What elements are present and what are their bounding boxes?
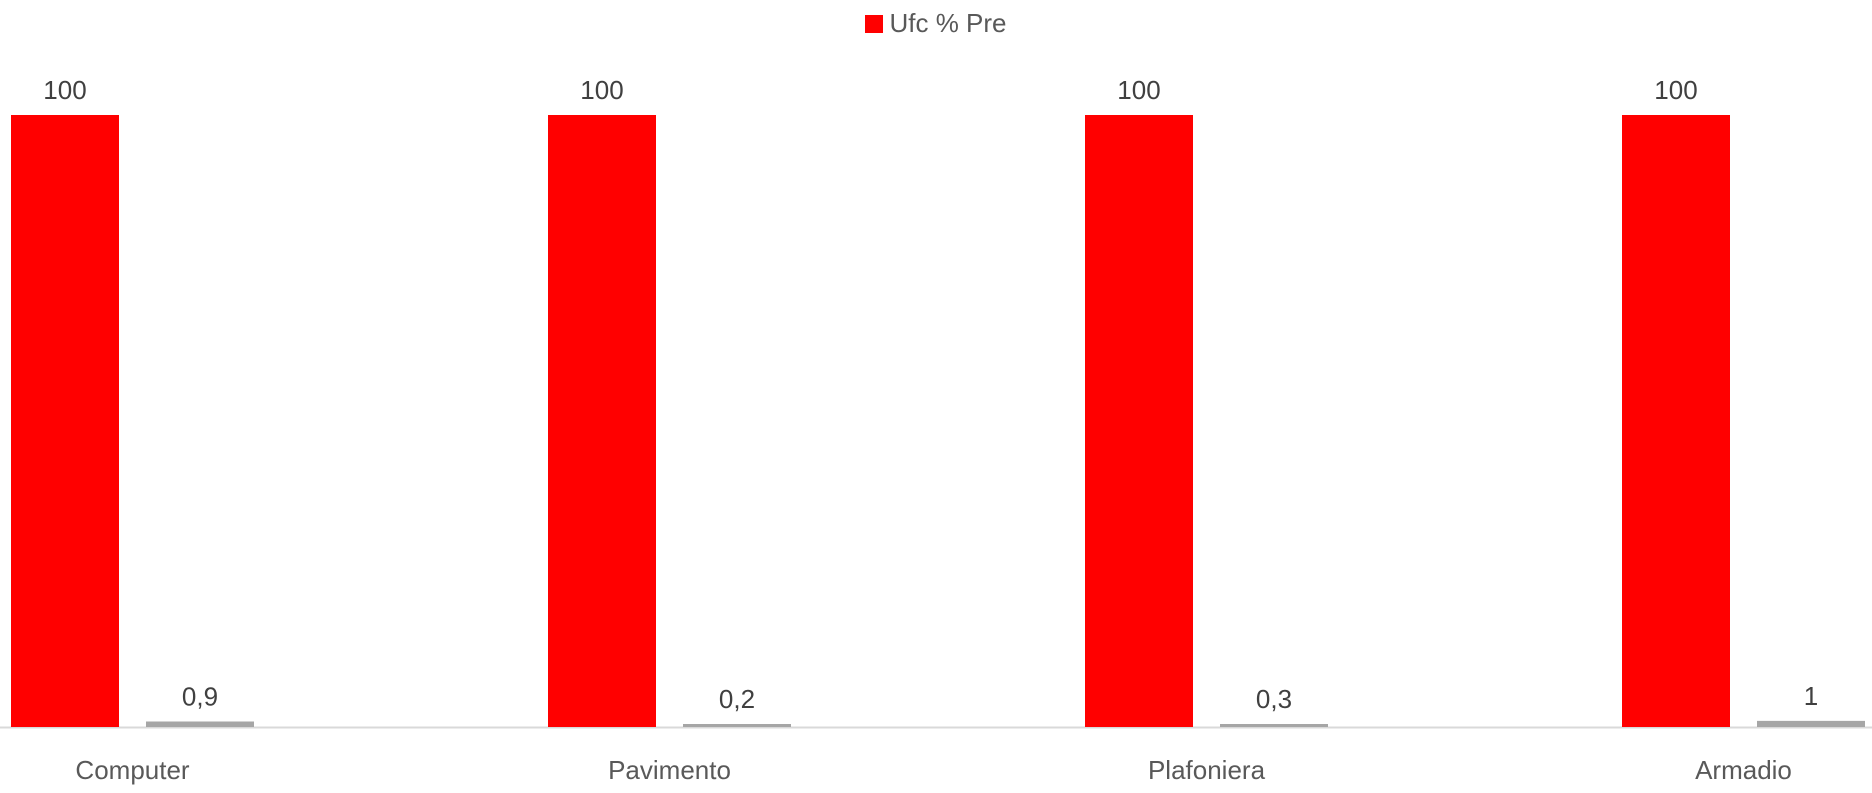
- data-label: 1: [1804, 681, 1818, 711]
- bar-computer-series-1: [11, 115, 119, 727]
- legend-swatch-red: [865, 14, 884, 33]
- data-label: 100: [1117, 75, 1160, 105]
- legend-label: Ufc % Pre: [889, 8, 1007, 38]
- data-label: 100: [43, 75, 86, 105]
- bar-pavimento-series-2: [683, 724, 791, 727]
- bar-plafoniera-series-1: [1085, 115, 1193, 727]
- x-tick-label: Pavimento: [608, 755, 731, 785]
- x-tick-label: Plafoniera: [1148, 755, 1266, 785]
- data-label: 0,9: [182, 681, 218, 711]
- bar-armadio-series-1: [1622, 115, 1730, 727]
- bar-plafoniera-series-2: [1220, 724, 1328, 727]
- data-label: 100: [580, 75, 623, 105]
- bar-computer-series-2: [146, 721, 254, 727]
- data-label: 100: [1654, 75, 1697, 105]
- x-tick-label: Computer: [75, 755, 189, 785]
- x-tick-label: Armadio: [1695, 755, 1792, 785]
- bar-armadio-series-2: [1757, 720, 1865, 727]
- bar-pavimento-series-1: [548, 115, 656, 727]
- legend: Ufc % Pre: [0, 8, 1872, 39]
- data-label: 0,2: [719, 684, 755, 714]
- data-label: 0,3: [1256, 684, 1292, 714]
